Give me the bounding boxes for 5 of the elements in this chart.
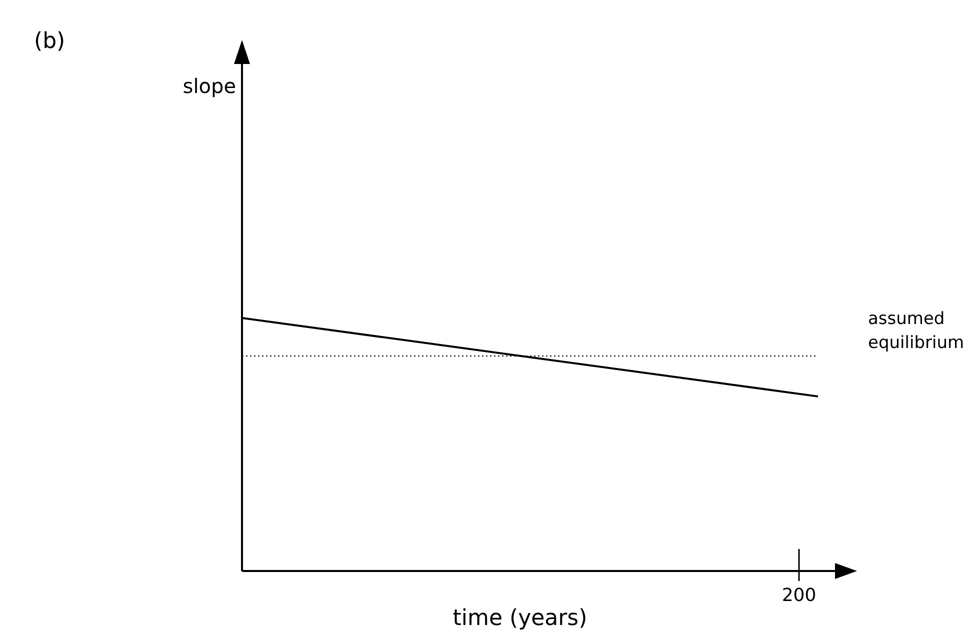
text: 200 [782, 585, 816, 606]
x-axis-title: time (years) [452, 606, 588, 631]
text: assumed equilibrium [868, 308, 964, 353]
text: (b) [34, 29, 66, 54]
text: slope [182, 74, 236, 98]
